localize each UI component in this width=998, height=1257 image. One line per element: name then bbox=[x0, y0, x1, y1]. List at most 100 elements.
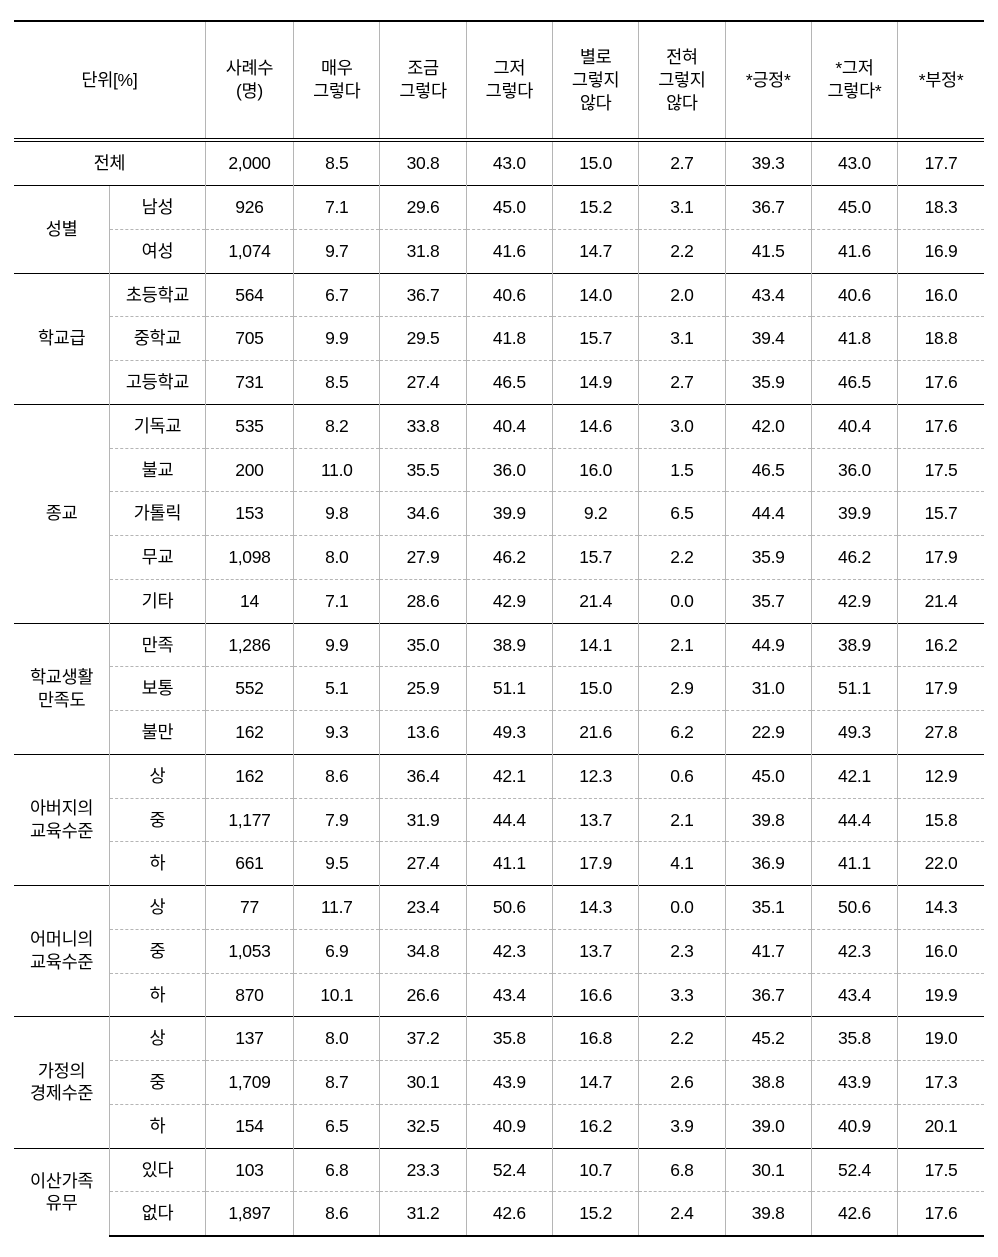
data-cell: 23.3 bbox=[380, 1148, 466, 1192]
data-cell: 9.2 bbox=[552, 492, 638, 536]
data-cell: 41.8 bbox=[811, 317, 897, 361]
header-col: 전혀그렇지않다 bbox=[639, 21, 725, 140]
subcategory-label: 있다 bbox=[110, 1148, 206, 1192]
data-cell: 36.4 bbox=[380, 754, 466, 798]
data-cell: 2.3 bbox=[639, 929, 725, 973]
category-label: 학교생활만족도 bbox=[14, 623, 110, 754]
subcategory-label: 남성 bbox=[110, 186, 206, 230]
data-cell: 37.2 bbox=[380, 1017, 466, 1061]
data-cell: 41.1 bbox=[811, 842, 897, 886]
category-label: 이산가족유무 bbox=[14, 1148, 110, 1236]
data-cell: 6.9 bbox=[294, 929, 380, 973]
data-cell: 31.8 bbox=[380, 229, 466, 273]
table-row: 어머니의교육수준상7711.723.450.614.30.035.150.614… bbox=[14, 886, 984, 930]
data-cell: 45.0 bbox=[466, 186, 552, 230]
data-cell: 9.9 bbox=[294, 623, 380, 667]
data-cell: 43.4 bbox=[725, 273, 811, 317]
data-cell: 661 bbox=[205, 842, 293, 886]
data-cell: 39.0 bbox=[725, 1104, 811, 1148]
data-cell: 77 bbox=[205, 886, 293, 930]
data-cell: 926 bbox=[205, 186, 293, 230]
data-cell: 35.8 bbox=[466, 1017, 552, 1061]
subcategory-label: 상 bbox=[110, 886, 206, 930]
data-cell: 46.2 bbox=[466, 536, 552, 580]
data-cell: 44.4 bbox=[811, 798, 897, 842]
data-cell: 17.6 bbox=[898, 361, 984, 405]
data-cell: 42.3 bbox=[466, 929, 552, 973]
data-cell: 8.7 bbox=[294, 1061, 380, 1105]
category-label: 종교 bbox=[14, 404, 110, 623]
category-label: 학교급 bbox=[14, 273, 110, 404]
data-cell: 21.6 bbox=[552, 711, 638, 755]
data-cell: 9.8 bbox=[294, 492, 380, 536]
table-row: 기타147.128.642.921.40.035.742.921.4 bbox=[14, 579, 984, 623]
data-cell: 6.7 bbox=[294, 273, 380, 317]
data-cell: 162 bbox=[205, 754, 293, 798]
data-cell: 19.9 bbox=[898, 973, 984, 1017]
header-unit: 단위[%] bbox=[14, 21, 205, 140]
data-cell: 12.9 bbox=[898, 754, 984, 798]
data-cell: 30.1 bbox=[725, 1148, 811, 1192]
data-cell: 35.9 bbox=[725, 536, 811, 580]
table-row: 학교생활만족도만족1,2869.935.038.914.12.144.938.9… bbox=[14, 623, 984, 667]
data-cell: 46.5 bbox=[811, 361, 897, 405]
data-cell: 14.3 bbox=[898, 886, 984, 930]
category-label: 성별 bbox=[14, 186, 110, 274]
data-cell: 14.7 bbox=[552, 229, 638, 273]
data-cell: 46.2 bbox=[811, 536, 897, 580]
data-cell: 18.8 bbox=[898, 317, 984, 361]
header-col: 그저그렇다 bbox=[466, 21, 552, 140]
subcategory-label: 만족 bbox=[110, 623, 206, 667]
data-cell: 32.5 bbox=[380, 1104, 466, 1148]
data-cell: 4.1 bbox=[639, 842, 725, 886]
data-cell: 21.4 bbox=[898, 579, 984, 623]
data-cell: 11.0 bbox=[294, 448, 380, 492]
data-cell: 33.8 bbox=[380, 404, 466, 448]
table-header: 단위[%] 사례수(명) 매우그렇다 조금그렇다 그저그렇다 별로그렇지않다 전… bbox=[14, 21, 984, 140]
table-row: 하6619.527.441.117.94.136.941.122.0 bbox=[14, 842, 984, 886]
data-cell: 1,074 bbox=[205, 229, 293, 273]
data-cell: 42.1 bbox=[811, 754, 897, 798]
table-row: 아버지의교육수준상1628.636.442.112.30.645.042.112… bbox=[14, 754, 984, 798]
data-cell: 1,098 bbox=[205, 536, 293, 580]
data-cell: 200 bbox=[205, 448, 293, 492]
data-cell: 2.4 bbox=[639, 1192, 725, 1236]
data-cell: 13.6 bbox=[380, 711, 466, 755]
data-cell: 870 bbox=[205, 973, 293, 1017]
data-cell: 16.0 bbox=[898, 273, 984, 317]
subcategory-label: 중 bbox=[110, 798, 206, 842]
data-cell: 16.2 bbox=[552, 1104, 638, 1148]
data-cell: 35.9 bbox=[725, 361, 811, 405]
data-cell: 41.8 bbox=[466, 317, 552, 361]
data-cell: 39.9 bbox=[811, 492, 897, 536]
data-cell: 12.3 bbox=[552, 754, 638, 798]
data-cell: 8.2 bbox=[294, 404, 380, 448]
table-body: 전체2,0008.530.843.015.02.739.343.017.7성별남… bbox=[14, 140, 984, 1236]
data-cell: 14.3 bbox=[552, 886, 638, 930]
table-row: 여성1,0749.731.841.614.72.241.541.616.9 bbox=[14, 229, 984, 273]
header-col: *그저그렇다* bbox=[811, 21, 897, 140]
table-row: 하87010.126.643.416.63.336.743.419.9 bbox=[14, 973, 984, 1017]
data-cell: 15.7 bbox=[552, 536, 638, 580]
data-cell: 14.6 bbox=[552, 404, 638, 448]
data-cell: 6.8 bbox=[639, 1148, 725, 1192]
data-cell: 154 bbox=[205, 1104, 293, 1148]
data-cell: 14.9 bbox=[552, 361, 638, 405]
data-cell: 2.7 bbox=[639, 140, 725, 185]
data-cell: 45.0 bbox=[811, 186, 897, 230]
table-row: 하1546.532.540.916.23.939.040.920.1 bbox=[14, 1104, 984, 1148]
table-row: 중1,0536.934.842.313.72.341.742.316.0 bbox=[14, 929, 984, 973]
category-label: 아버지의교육수준 bbox=[14, 754, 110, 885]
data-cell: 35.7 bbox=[725, 579, 811, 623]
data-cell: 10.1 bbox=[294, 973, 380, 1017]
data-cell: 40.6 bbox=[811, 273, 897, 317]
data-cell: 42.0 bbox=[725, 404, 811, 448]
data-cell: 29.5 bbox=[380, 317, 466, 361]
data-cell: 5.1 bbox=[294, 667, 380, 711]
data-cell: 15.8 bbox=[898, 798, 984, 842]
data-cell: 7.9 bbox=[294, 798, 380, 842]
subcategory-label: 상 bbox=[110, 1017, 206, 1061]
data-cell: 34.6 bbox=[380, 492, 466, 536]
category-label: 어머니의교육수준 bbox=[14, 886, 110, 1017]
data-cell: 705 bbox=[205, 317, 293, 361]
